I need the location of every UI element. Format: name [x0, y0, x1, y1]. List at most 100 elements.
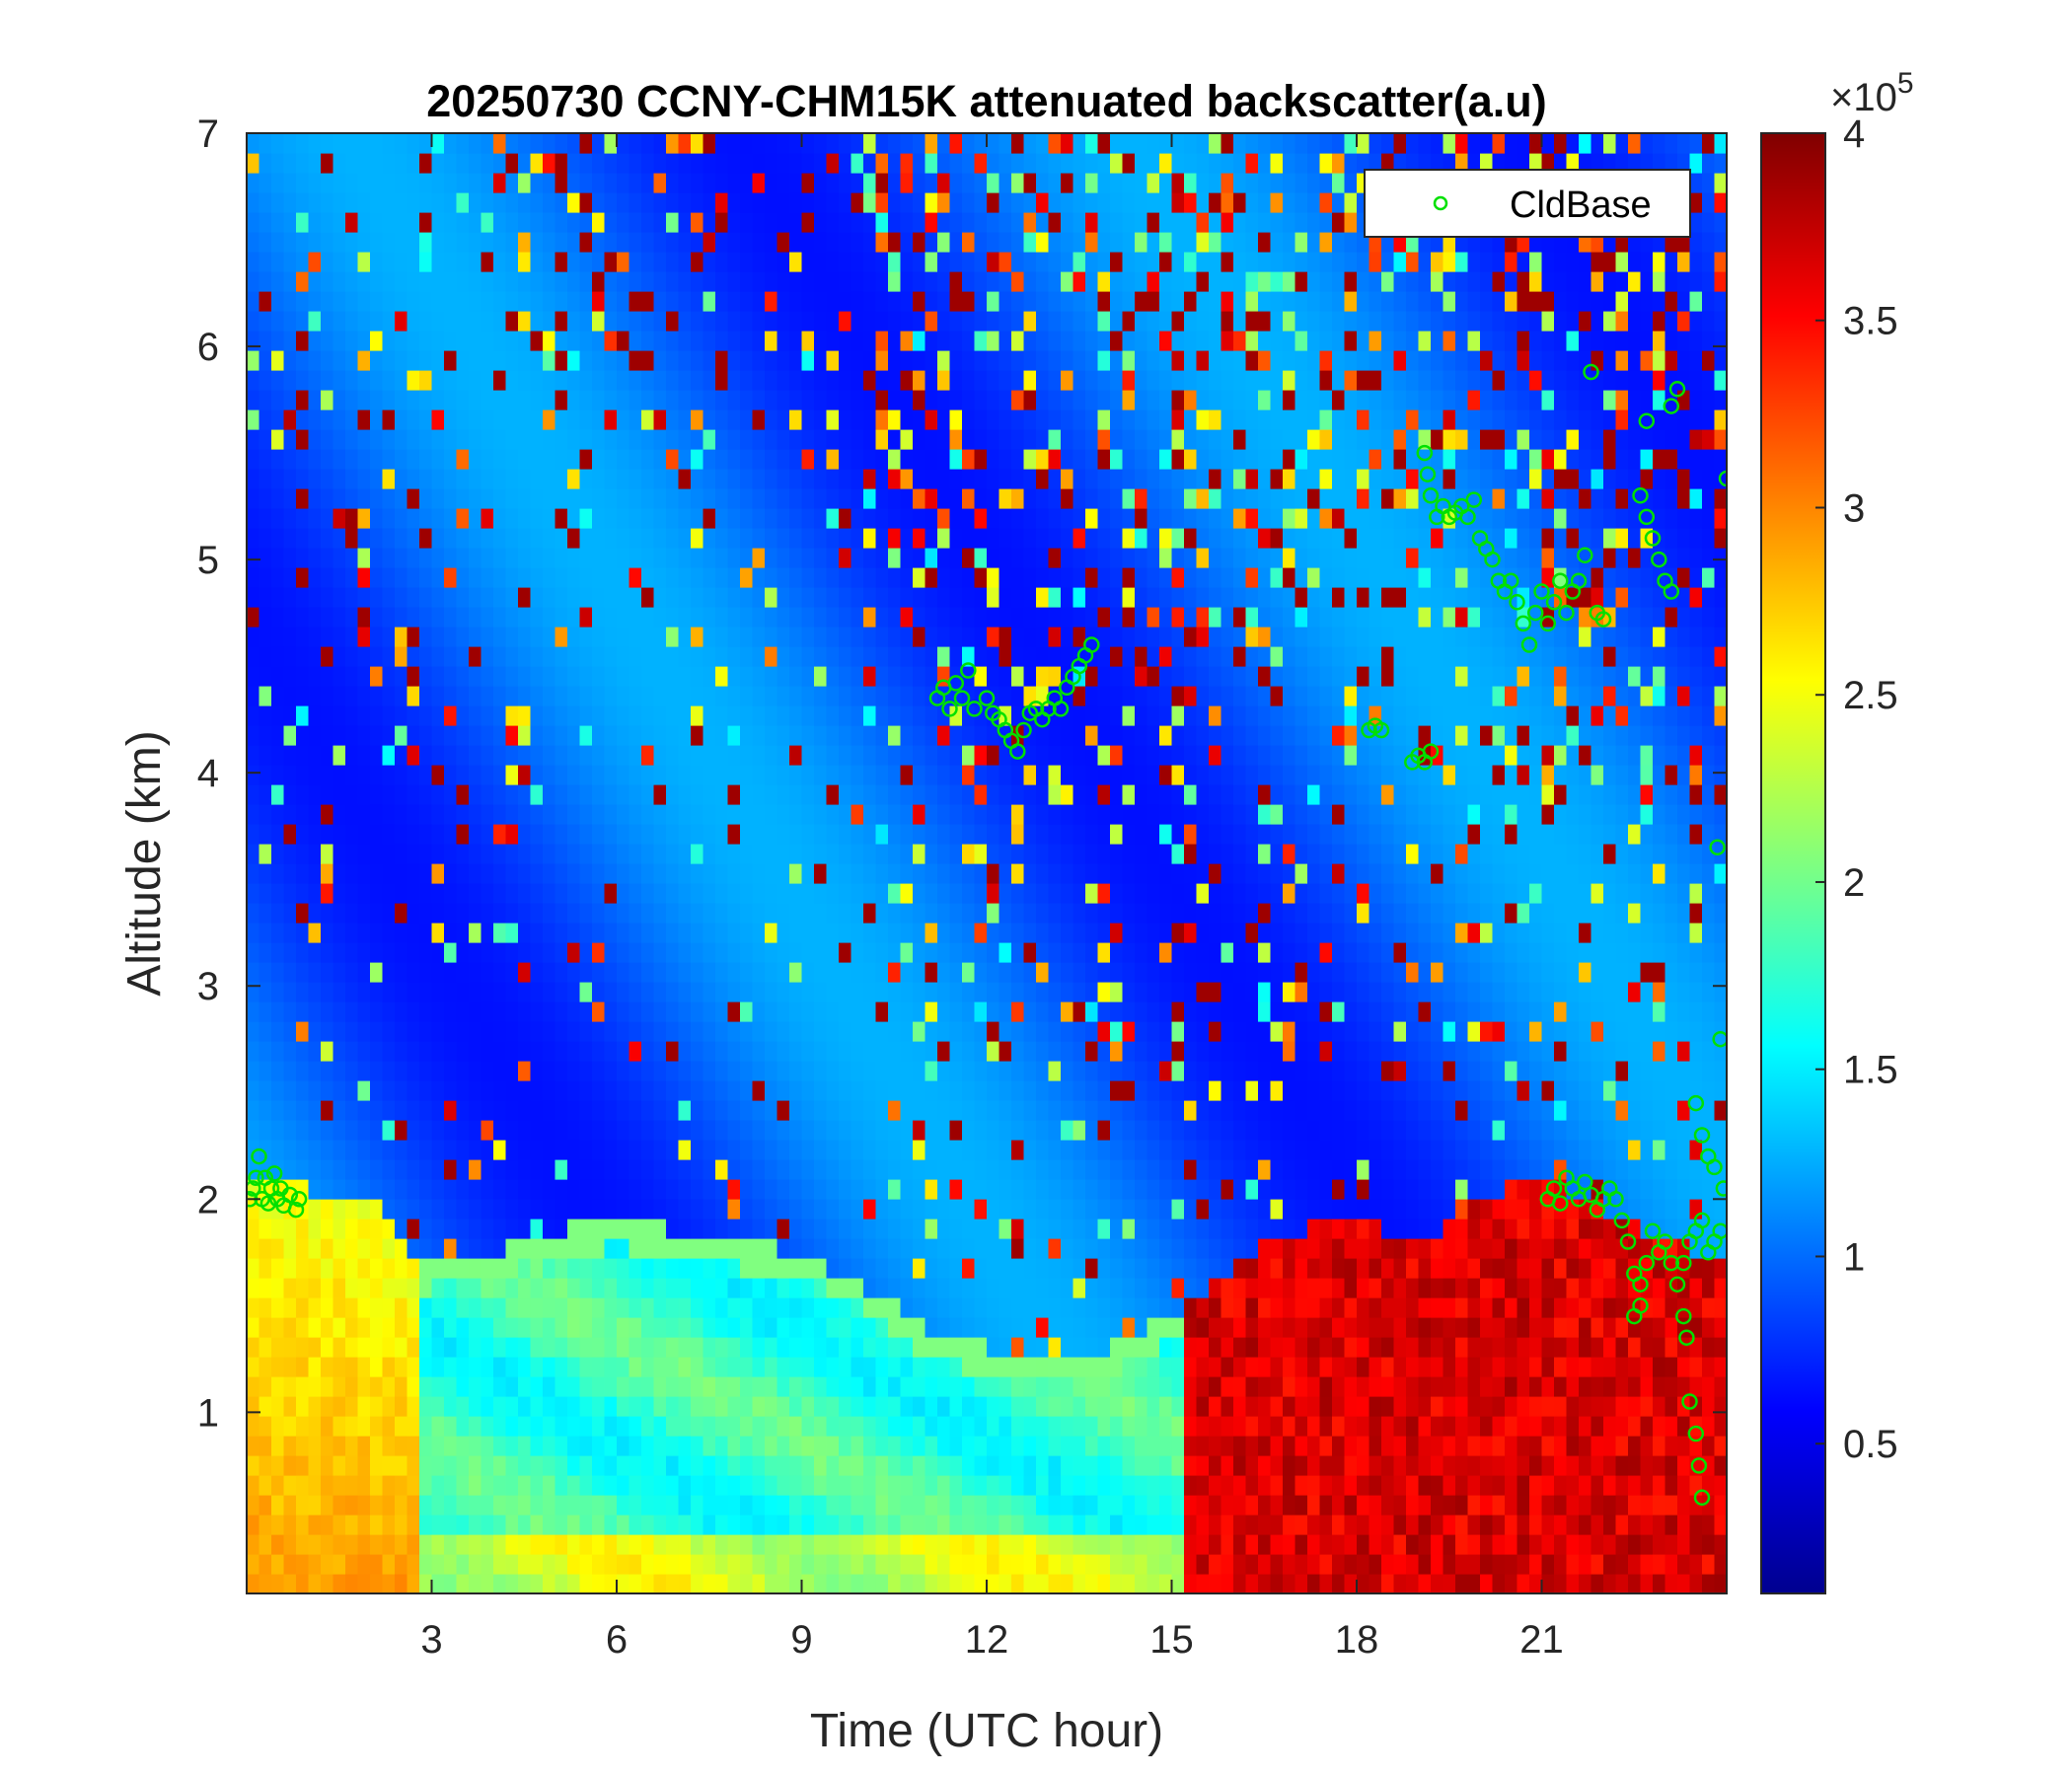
- heat-cell: [851, 350, 864, 371]
- heat-cell: [296, 942, 310, 963]
- heat-cell: [826, 1416, 840, 1437]
- heat-cell: [382, 212, 396, 233]
- heat-cell: [469, 1159, 482, 1180]
- heat-cell: [333, 567, 346, 588]
- heat-cell: [925, 508, 938, 529]
- heat-cell: [1036, 745, 1050, 766]
- heat-cell: [444, 508, 458, 529]
- heat-cell: [567, 1080, 581, 1101]
- heat-cell: [740, 1475, 754, 1496]
- heat-cell: [592, 1317, 606, 1338]
- heat-cell: [765, 1179, 778, 1200]
- heat-cell: [592, 1396, 606, 1417]
- heat-cell: [308, 508, 322, 529]
- heat-cell: [888, 390, 902, 410]
- heat-cell: [641, 1100, 655, 1121]
- heat-cell: [777, 1080, 790, 1101]
- heat-cell: [1036, 1376, 1050, 1397]
- heat-cell: [395, 765, 408, 785]
- heat-cell: [1011, 942, 1025, 963]
- heat-cell: [555, 291, 568, 312]
- heat-cell: [715, 429, 729, 450]
- heat-cell: [530, 1278, 544, 1298]
- heat-cell: [765, 1376, 778, 1397]
- heat-cell: [999, 1475, 1012, 1496]
- heat-cell: [641, 409, 655, 430]
- heat-cell: [765, 1021, 778, 1042]
- heat-cell: [247, 903, 260, 924]
- heat-cell: [937, 252, 951, 272]
- heat-cell: [691, 1061, 704, 1081]
- heat-cell: [617, 1100, 630, 1121]
- heat-cell: [703, 962, 716, 983]
- heat-cell: [481, 607, 494, 628]
- heat-cell: [296, 982, 310, 1002]
- heat-cell: [604, 883, 618, 904]
- heat-cell: [765, 942, 778, 963]
- heat-cell: [357, 1337, 371, 1358]
- heat-cell: [727, 469, 741, 489]
- heat-cell: [321, 173, 334, 193]
- heat-cell: [999, 331, 1012, 351]
- heat-cell: [1061, 252, 1074, 272]
- heat-cell: [974, 1495, 988, 1516]
- heat-cell: [863, 1297, 877, 1318]
- heat-cell: [1023, 252, 1037, 272]
- heat-cell: [851, 962, 864, 983]
- heat-cell: [617, 1396, 630, 1417]
- heat-cell: [357, 1515, 371, 1535]
- heat-cell: [505, 153, 519, 174]
- heat-cell: [247, 1041, 260, 1062]
- heat-cell: [382, 488, 396, 509]
- heat-cell: [592, 1574, 606, 1593]
- heat-cell: [382, 291, 396, 312]
- heat-cell: [1048, 271, 1062, 292]
- heat-cell: [641, 1376, 655, 1397]
- heat-cell: [703, 1436, 716, 1456]
- heat-cell: [604, 1159, 618, 1180]
- heat-cell: [543, 1061, 556, 1081]
- heat-cell: [888, 1515, 902, 1535]
- heat-cell: [469, 1574, 482, 1593]
- heat-cell: [247, 192, 260, 213]
- heat-cell: [863, 370, 877, 391]
- heat-cell: [999, 1159, 1012, 1180]
- heat-cell: [765, 1515, 778, 1535]
- chart-title: 20250730 CCNY-CHM15K attenuated backscat…: [426, 76, 1546, 126]
- heat-cell: [1036, 1219, 1050, 1239]
- heat-cell: [666, 1475, 680, 1496]
- heat-cell: [444, 1278, 458, 1298]
- heat-cell: [505, 528, 519, 549]
- heat-cell: [1048, 1436, 1062, 1456]
- heat-cell: [321, 1238, 334, 1259]
- heat-cell: [1073, 1396, 1086, 1417]
- heat-cell: [604, 1396, 618, 1417]
- heat-cell: [752, 1080, 766, 1101]
- heat-cell: [444, 942, 458, 963]
- heat-cell: [1061, 331, 1074, 351]
- heat-cell: [666, 883, 680, 904]
- heat-cell: [987, 745, 1000, 766]
- heat-cell: [444, 646, 458, 667]
- heat-cell: [505, 1554, 519, 1575]
- heat-cell: [1061, 449, 1074, 470]
- heat-cell: [617, 1199, 630, 1220]
- heat-cell: [604, 824, 618, 845]
- heat-cell: [592, 686, 606, 706]
- heat-cell: [913, 646, 926, 667]
- heat-cell: [925, 271, 938, 292]
- heat-cell: [308, 1396, 322, 1417]
- heat-cell: [629, 1258, 642, 1279]
- heat-cell: [937, 1455, 951, 1476]
- heat-cell: [333, 409, 346, 430]
- heat-cell: [777, 508, 790, 529]
- heat-cell: [407, 646, 420, 667]
- heat-cell: [370, 725, 384, 746]
- heat-cell: [456, 488, 470, 509]
- heat-cell: [801, 390, 815, 410]
- heat-cell: [308, 469, 322, 489]
- heat-cell: [752, 1061, 766, 1081]
- heat-cell: [1061, 548, 1074, 568]
- heat-cell: [888, 548, 902, 568]
- heat-cell: [875, 429, 889, 450]
